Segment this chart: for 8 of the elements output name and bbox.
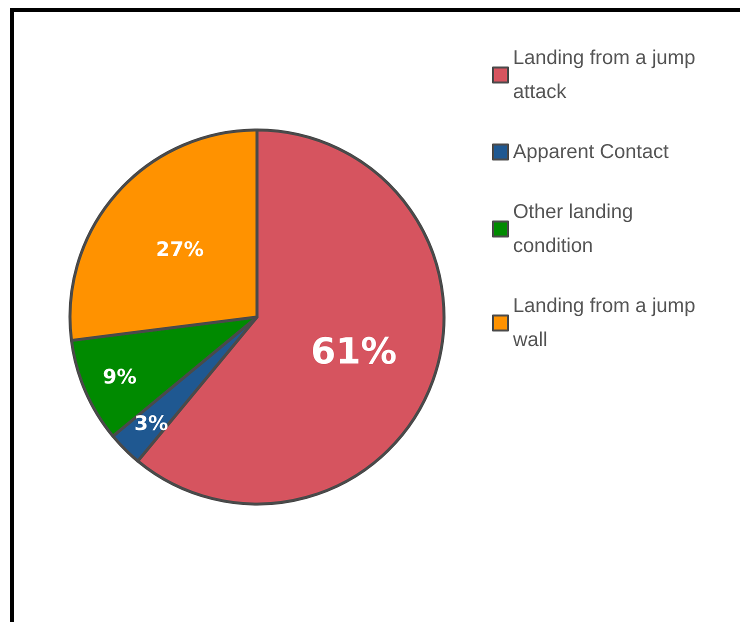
legend-label: Landing from a jump attack [513, 47, 701, 103]
legend-label: Apparent Contact [513, 141, 670, 163]
data-label: 9% [102, 364, 137, 388]
data-label: 27% [156, 236, 204, 261]
data-label: 3% [134, 410, 168, 435]
legend-label: Other landing condition [513, 201, 639, 257]
data-label: 61% [310, 331, 397, 372]
legend-label: Landing from a jump wall [512, 295, 701, 351]
